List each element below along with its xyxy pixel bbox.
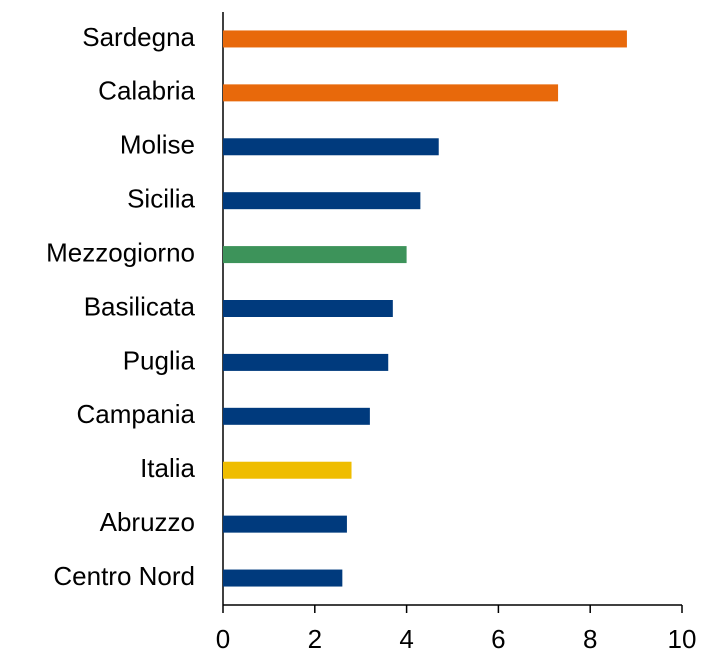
bar — [223, 461, 352, 479]
y-tick-label: Molise — [120, 130, 195, 160]
bar — [223, 192, 421, 210]
y-tick-label: Mezzogiorno — [46, 237, 195, 267]
y-tick-label: Calabria — [98, 76, 195, 106]
bar — [223, 138, 439, 156]
y-tick-label: Basilicata — [84, 291, 196, 321]
y-tick-label: Abruzzo — [100, 507, 195, 537]
bar — [223, 569, 343, 587]
y-tick-label: Campania — [76, 399, 195, 429]
bar — [223, 353, 389, 371]
x-tick-label: 6 — [491, 624, 505, 654]
y-tick-label: Centro Nord — [53, 561, 195, 591]
bar — [223, 246, 407, 264]
bar — [223, 515, 347, 533]
bar — [223, 300, 393, 317]
x-tick-label: 2 — [308, 624, 322, 654]
x-tick-label: 8 — [583, 624, 597, 654]
x-tick-label: 10 — [668, 624, 697, 654]
y-tick-label: Sardegna — [82, 22, 195, 52]
bar — [223, 84, 559, 102]
y-tick-label: Sicilia — [127, 184, 195, 214]
y-tick-label: Italia — [140, 453, 195, 483]
y-tick-label: Puglia — [123, 345, 196, 375]
x-tick-label: 4 — [399, 624, 413, 654]
bar — [223, 30, 627, 48]
x-tick-label: 0 — [216, 624, 230, 654]
bar — [223, 407, 370, 425]
